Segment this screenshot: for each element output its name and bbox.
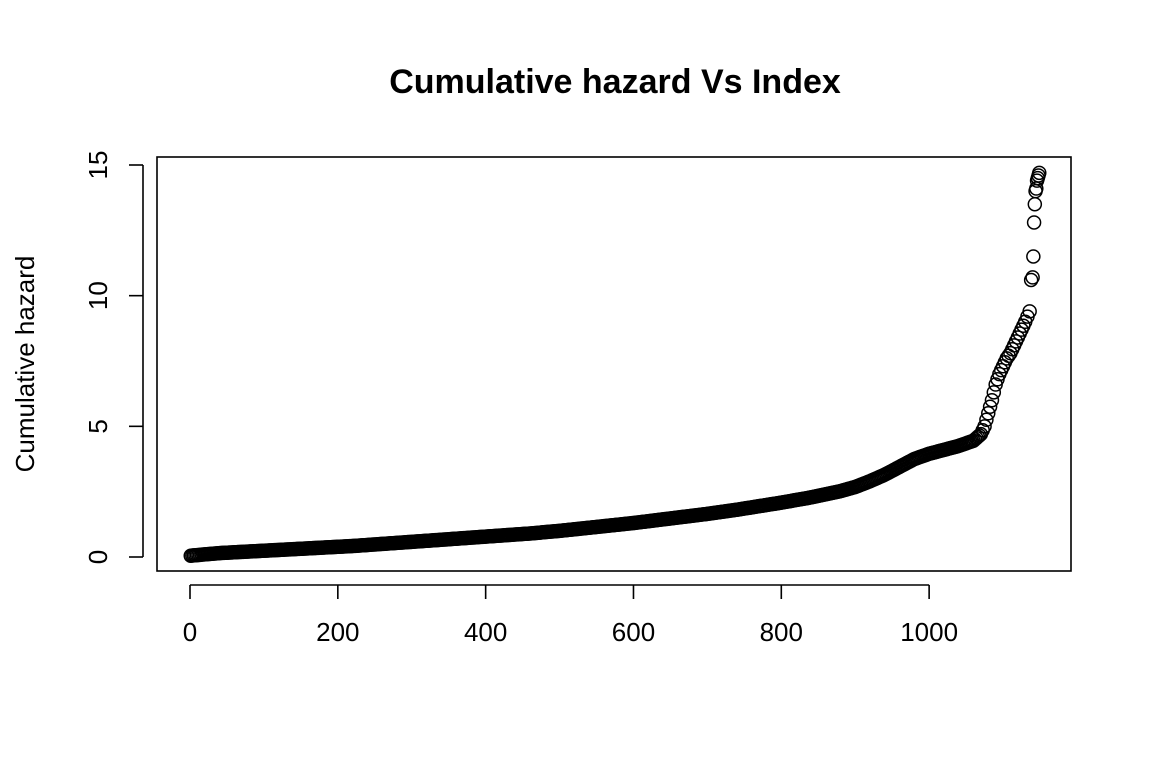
data-point [1027,196,1043,212]
data-points [183,165,1047,563]
data-point [1023,272,1039,288]
data-point [1026,215,1042,230]
x-tick-label: 800 [760,617,803,647]
data-point [986,385,1002,400]
data-point [982,399,998,414]
x-tick-label: 400 [464,617,507,647]
data-point [984,392,1000,408]
x-tick-label: 0 [183,617,197,647]
plot-frame [156,156,1072,572]
y-tick-label: 15 [83,151,113,180]
x-tick-label: 200 [316,617,359,647]
y-axis-label: Cumulative hazard [10,256,40,473]
data-point [979,412,994,428]
y-tick-label: 0 [83,550,113,564]
x-axis: 0 200 400 600 800 1000 [183,584,958,647]
y-axis: 0 5 10 15 [83,151,144,564]
data-point [977,419,992,434]
data-point [1032,165,1047,181]
y-tick-label: 5 [83,419,113,433]
y-tick-label: 10 [83,281,113,310]
x-tick-label: 1000 [900,617,958,647]
data-point [1026,249,1041,264]
data-point [981,406,996,421]
data-point [1022,304,1037,319]
x-tick-label: 600 [612,617,655,647]
chart-title: Cumulative hazard Vs Index [389,63,841,101]
data-point [1025,270,1040,285]
